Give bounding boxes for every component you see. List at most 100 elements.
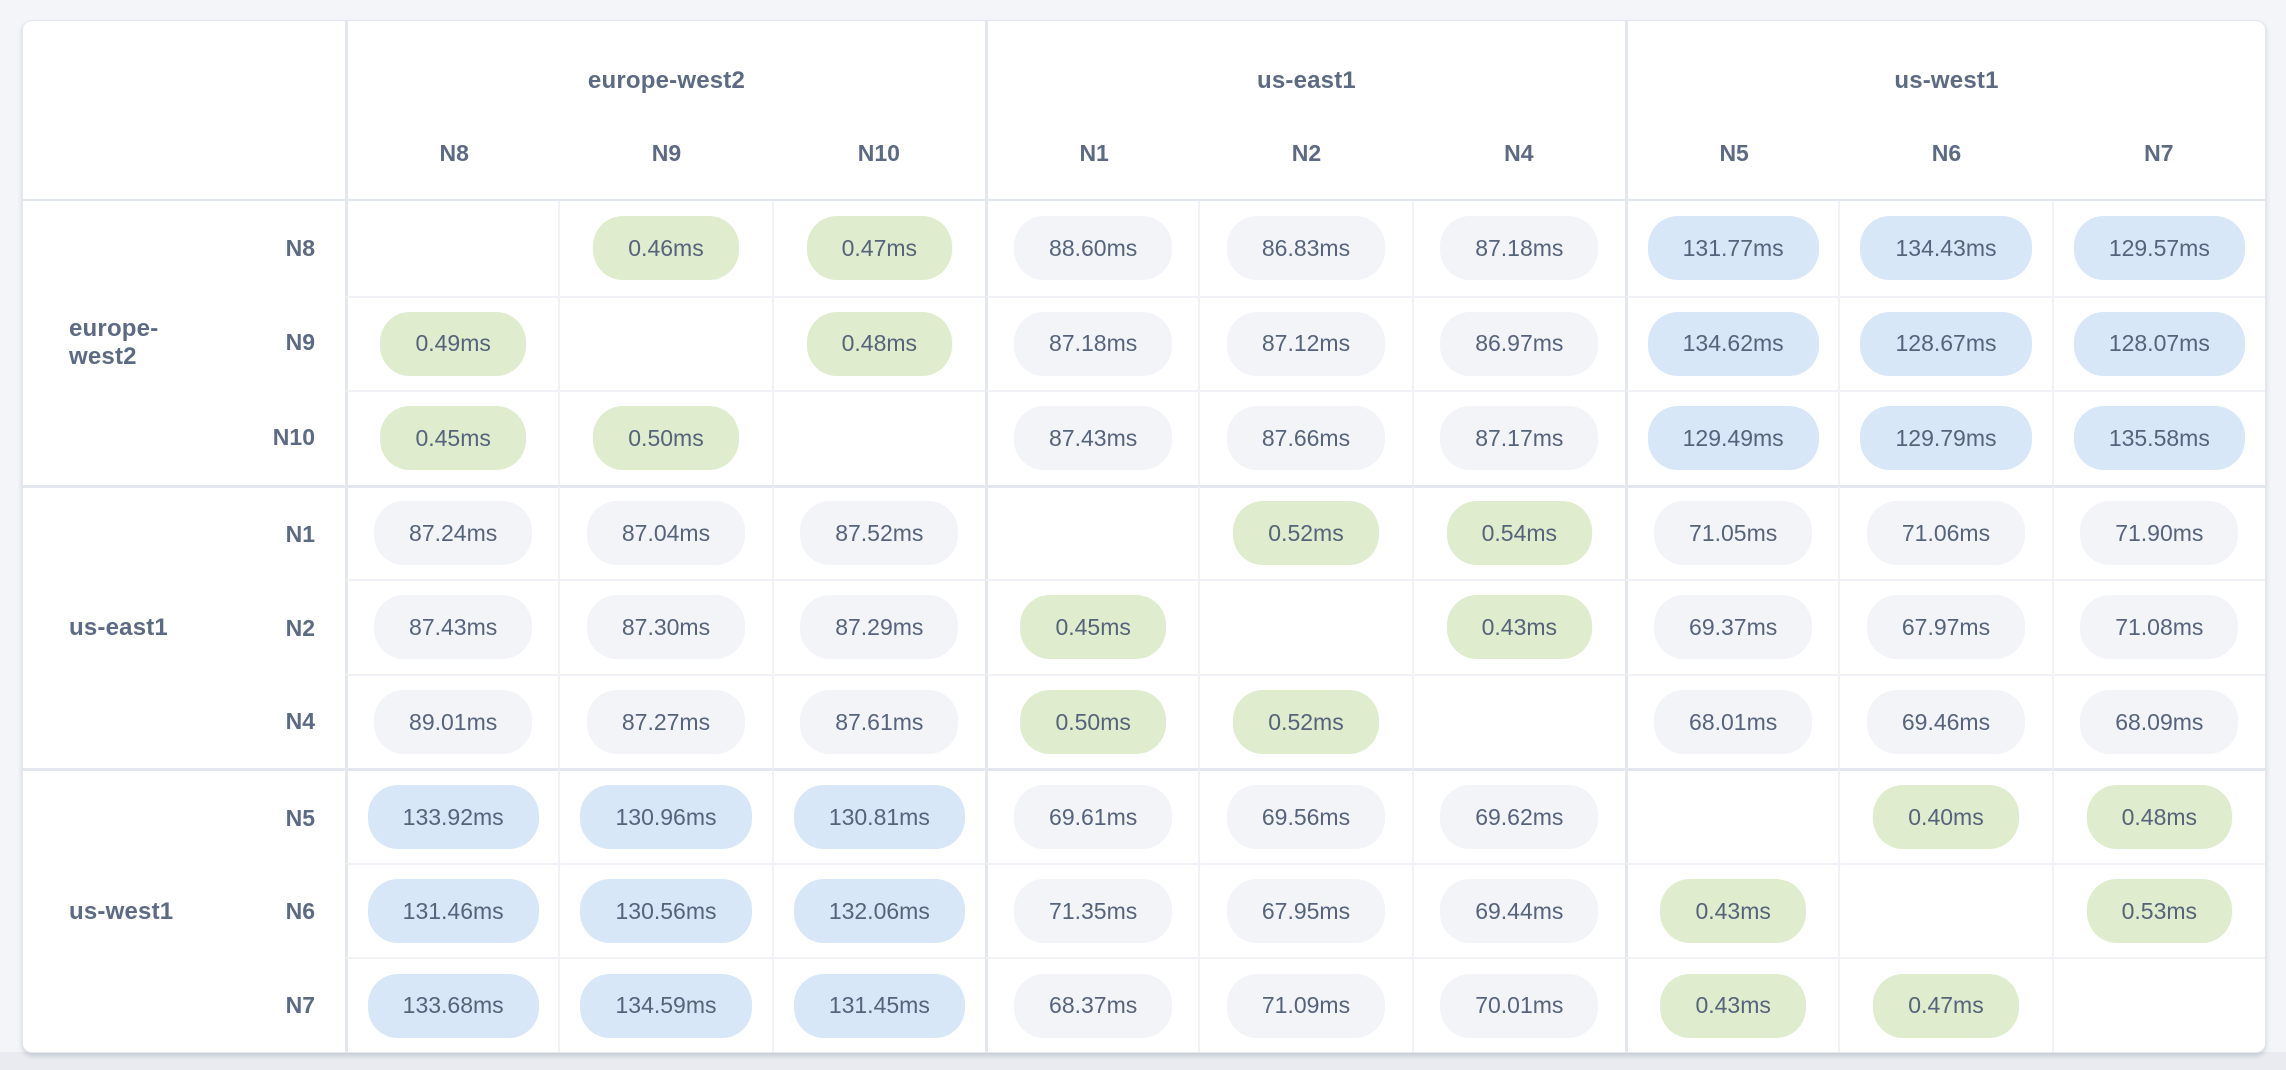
latency-cell: 0.43ms	[1411, 579, 1625, 674]
corner-cell	[23, 21, 345, 201]
column-node-row: N8 N9 N10	[348, 125, 985, 199]
column-group-header: europe-west2 N8 N9 N10	[345, 21, 985, 201]
latency-cell: 86.97ms	[1411, 295, 1625, 391]
column-region-label: europe-west2	[587, 67, 746, 94]
latency-pill: 86.97ms	[1440, 311, 1599, 376]
latency-pill: 69.44ms	[1440, 879, 1599, 944]
latency-pill: 130.96ms	[580, 785, 752, 850]
row-group-label-cell: us-east1 N1 N2 N4	[23, 484, 345, 769]
latency-cell: 87.27ms	[558, 673, 772, 769]
latency-matrix-grid: europe-west2 N8 N9 N10 europe-west2 N8 N9 N10 us…	[23, 21, 2265, 1052]
latency-pill: 86.83ms	[1226, 216, 1386, 281]
latency-cell: 87.43ms	[345, 579, 559, 674]
latency-pill: 131.45ms	[793, 973, 965, 1038]
latency-pill: 87.52ms	[800, 501, 959, 566]
latency-cell: 70.01ms	[1411, 957, 1625, 1052]
latency-pill: 133.68ms	[367, 973, 539, 1038]
row-node-col: N1 N2 N4	[213, 488, 345, 769]
latency-cell: 129.57ms	[2051, 201, 2265, 296]
latency-pill: 87.27ms	[586, 690, 746, 755]
latency-cell: 0.52ms	[1198, 484, 1412, 580]
latency-pill: 134.59ms	[580, 973, 752, 1038]
column-node-label: N10	[857, 139, 900, 166]
latency-cell: 134.59ms	[558, 957, 772, 1052]
latency-cell: 0.50ms	[984, 673, 1199, 769]
latency-cell: 130.56ms	[558, 862, 772, 958]
latency-cell: 69.56ms	[1198, 768, 1412, 863]
latency-cell: 87.30ms	[558, 579, 772, 674]
row-node-col: N8 N9 N10	[213, 201, 345, 485]
latency-cell: 0.43ms	[1624, 862, 1839, 958]
latency-cell: 0.43ms	[1624, 957, 1839, 1052]
latency-pill: 87.30ms	[586, 595, 746, 660]
latency-pill: 87.17ms	[1440, 406, 1599, 471]
column-region-label: us-east1	[1256, 67, 1356, 94]
row-node-label: N7	[285, 991, 315, 1018]
latency-cell: 87.04ms	[558, 484, 772, 580]
latency-cell: 87.18ms	[1411, 201, 1625, 296]
latency-pill: 88.60ms	[1014, 216, 1173, 281]
latency-pill: 131.77ms	[1647, 216, 1819, 281]
column-node-label: N1	[1079, 139, 1109, 166]
latency-pill: 87.18ms	[1440, 216, 1599, 281]
latency-cell: 131.45ms	[771, 957, 985, 1052]
latency-pill: 0.52ms	[1233, 501, 1379, 566]
latency-cell: 71.08ms	[2051, 579, 2265, 674]
latency-pill: 0.43ms	[1660, 879, 1806, 944]
latency-cell: 0.48ms	[771, 295, 985, 391]
latency-pill: 87.66ms	[1226, 406, 1386, 471]
latency-cell: 130.96ms	[558, 768, 772, 863]
latency-cell: 67.97ms	[1838, 579, 2052, 674]
row-node-label: N4	[285, 708, 315, 735]
latency-pill: 0.48ms	[806, 311, 953, 376]
latency-cell: 0.45ms	[984, 579, 1199, 674]
latency-pill: 71.08ms	[2080, 595, 2239, 660]
column-node-label: N9	[651, 139, 682, 166]
latency-pill: 87.43ms	[374, 595, 533, 660]
latency-cell: 87.12ms	[1198, 295, 1412, 391]
latency-pill: 0.46ms	[593, 216, 739, 281]
latency-pill: 0.48ms	[2086, 785, 2233, 850]
column-node-row: N1 N2 N4	[988, 125, 1625, 199]
latency-pill: 0.53ms	[2086, 879, 2233, 944]
latency-pill: 132.06ms	[793, 879, 965, 944]
latency-cell	[1411, 673, 1625, 769]
column-node-label: N8	[439, 139, 469, 166]
latency-cell: 68.37ms	[984, 957, 1199, 1052]
latency-cell: 69.44ms	[1411, 862, 1625, 958]
row-node-label: N8	[285, 234, 315, 261]
latency-cell: 87.52ms	[771, 484, 985, 580]
latency-cell: 129.79ms	[1838, 390, 2052, 485]
latency-cell: 0.52ms	[1198, 673, 1412, 769]
latency-cell: 68.09ms	[2051, 673, 2265, 769]
latency-pill: 0.43ms	[1660, 973, 1806, 1038]
latency-pill: 69.46ms	[1866, 690, 2026, 755]
latency-pill: 0.50ms	[593, 406, 739, 471]
row-group-label-cell: us-west1 N5 N6 N7	[23, 768, 345, 1052]
latency-pill: 0.47ms	[806, 216, 953, 281]
latency-cell: 69.62ms	[1411, 768, 1625, 863]
latency-pill: 68.37ms	[1014, 973, 1173, 1038]
latency-pill: 129.57ms	[2073, 216, 2245, 281]
column-node-label: N6	[1931, 139, 1962, 166]
latency-pill: 87.61ms	[800, 690, 959, 755]
latency-pill: 0.50ms	[1020, 690, 1166, 755]
latency-cell: 68.01ms	[1624, 673, 1839, 769]
latency-pill: 133.92ms	[367, 785, 539, 850]
latency-pill: 0.52ms	[1233, 690, 1379, 755]
latency-cell: 128.67ms	[1838, 295, 2052, 391]
latency-cell	[558, 295, 772, 391]
row-group-label-cell: europe-west2 N8 N9 N10	[23, 201, 345, 485]
latency-pill: 71.35ms	[1014, 879, 1173, 944]
latency-pill: 69.37ms	[1654, 595, 1813, 660]
latency-cell: 0.48ms	[2051, 768, 2265, 863]
latency-pill: 87.29ms	[800, 595, 959, 660]
latency-cell: 0.50ms	[558, 390, 772, 485]
latency-cell: 87.24ms	[345, 484, 559, 580]
latency-pill: 0.45ms	[1020, 595, 1166, 660]
latency-cell: 67.95ms	[1198, 862, 1412, 958]
latency-pill: 69.62ms	[1440, 785, 1599, 850]
latency-cell: 89.01ms	[345, 673, 559, 769]
latency-cell: 129.49ms	[1624, 390, 1839, 485]
latency-pill: 0.47ms	[1873, 973, 2019, 1038]
